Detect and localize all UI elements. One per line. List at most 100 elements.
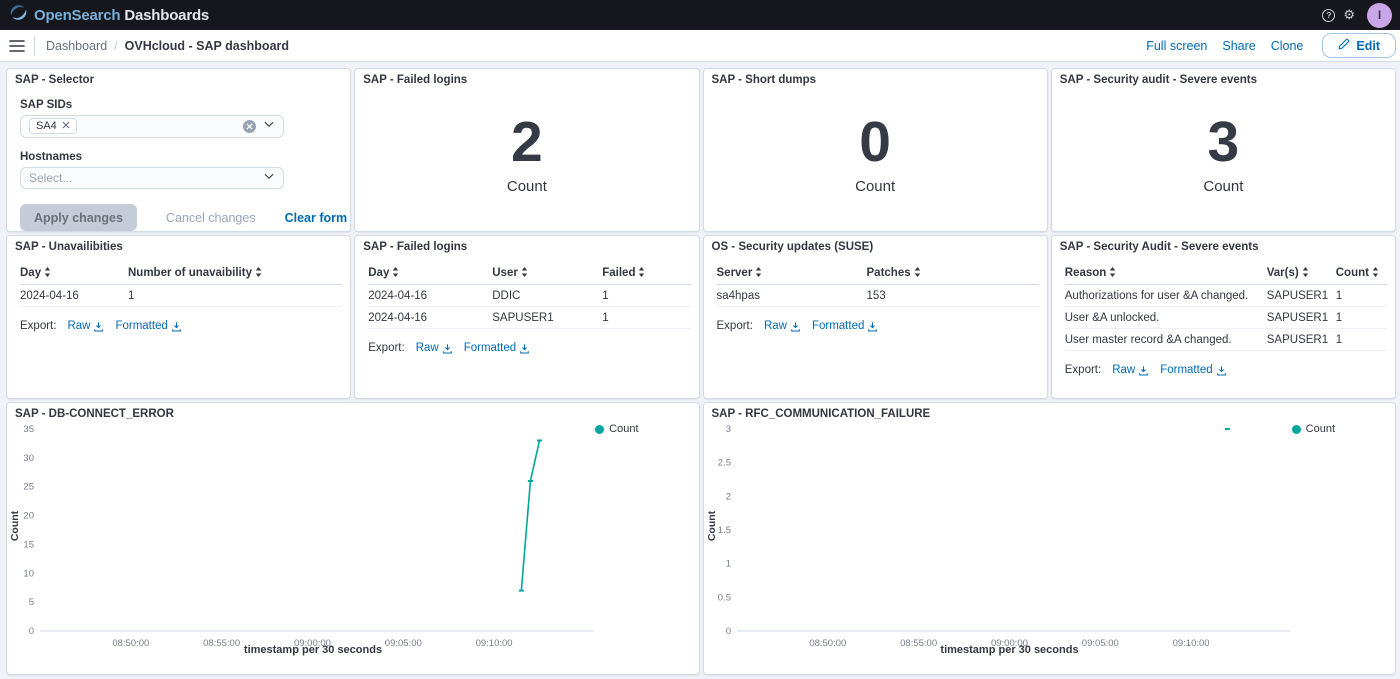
- sap-sids-combobox[interactable]: SA4: [20, 115, 284, 138]
- gear-icon[interactable]: ⚙: [1343, 7, 1355, 23]
- svg-text:0: 0: [29, 626, 34, 637]
- hostnames-placeholder: Select...: [29, 170, 73, 185]
- column-header[interactable]: User: [492, 263, 603, 285]
- table-row: 2024-04-16 SAPUSER1 1: [368, 306, 691, 329]
- metric-label: Count: [855, 178, 896, 195]
- export-formatted-link[interactable]: Formatted: [812, 320, 878, 332]
- chevron-down-icon[interactable]: [263, 169, 275, 187]
- svg-text:15: 15: [23, 539, 34, 550]
- column-header[interactable]: Day: [20, 263, 128, 285]
- table-cell: 2024-04-16: [20, 284, 128, 307]
- column-header[interactable]: Reason: [1064, 263, 1267, 285]
- sort-icon: [914, 267, 920, 277]
- tag-remove-icon[interactable]: [62, 120, 70, 132]
- edit-button[interactable]: Edit: [1322, 33, 1396, 58]
- download-icon: [1216, 365, 1226, 375]
- sid-tag[interactable]: SA4: [29, 118, 77, 135]
- metric-label: Count: [1203, 178, 1244, 195]
- column-header[interactable]: Var(s): [1266, 263, 1336, 285]
- export-raw-link[interactable]: Raw: [416, 342, 453, 354]
- column-header[interactable]: Server: [716, 263, 867, 285]
- export-formatted-link[interactable]: Formatted: [464, 342, 530, 354]
- export-formatted-link[interactable]: Formatted: [115, 320, 181, 332]
- download-icon: [1139, 365, 1148, 375]
- legend-item-count[interactable]: Count: [1291, 423, 1335, 435]
- table-cell: User master record &A changed.: [1064, 328, 1267, 351]
- column-header[interactable]: Count: [1335, 263, 1387, 285]
- export-label: Export:: [716, 320, 753, 332]
- panel-title: OS - Security updates (SUSE): [711, 241, 874, 253]
- x-axis-label: timestamp per 30 seconds: [243, 644, 383, 656]
- panel-metric-failed-logins: SAP - Failed logins 2 Count: [354, 68, 700, 232]
- clear-form-link[interactable]: Clear form: [284, 210, 348, 225]
- data-table: Day Number of unavaibility 2024-04-16 1: [20, 263, 343, 307]
- metric-value: 2: [511, 110, 543, 174]
- svg-text:08:55:00: 08:55:00: [900, 638, 937, 649]
- table-cell: SAPUSER1: [1266, 328, 1336, 351]
- app-title: OpenSearch Dashboards: [34, 8, 209, 23]
- svg-text:09:05:00: 09:05:00: [1081, 638, 1118, 649]
- x-axis-label: timestamp per 30 seconds: [940, 644, 1079, 656]
- svg-text:0.5: 0.5: [717, 592, 730, 603]
- panel-metric-short-dumps: SAP - Short dumps 0 Count: [702, 68, 1048, 232]
- column-header[interactable]: Day: [368, 263, 493, 285]
- avatar[interactable]: I: [1367, 2, 1392, 28]
- chart-plot-area[interactable]: 0 0.5 1 1.5 2 2.5 3 08:50:00 08:55:00 09:00:00 09:…: [710, 422, 1350, 658]
- svg-text:09:00:00: 09:00:00: [294, 638, 331, 649]
- cancel-changes-button[interactable]: Cancel changes: [165, 210, 256, 225]
- svg-text:09:00:00: 09:00:00: [990, 638, 1027, 649]
- clear-selection-icon[interactable]: [243, 119, 256, 133]
- download-icon: [172, 321, 181, 331]
- sort-icon: [521, 267, 527, 277]
- sap-sids-label: SAP SIDs: [20, 99, 73, 111]
- hostnames-label: Hostnames: [20, 150, 82, 163]
- table-cell: User &A unlocked.: [1064, 306, 1267, 329]
- chart-plot-area[interactable]: 0 5 10 15 20 25 30 35 08:50:00 08:55:00 09:00:00 09…: [13, 422, 653, 658]
- svg-text:1: 1: [725, 559, 730, 570]
- data-table: Reason Var(s) Count Authorizations for u…: [1064, 263, 1387, 351]
- line-chart[interactable]: Count 0 5 10 15 20 25 30 35 08:50:00 08:55:00 09:0…: [7, 420, 699, 674]
- help-icon[interactable]: ?: [1322, 8, 1336, 22]
- breadcrumb-separator: /: [114, 38, 118, 53]
- sort-icon: [1302, 267, 1308, 277]
- export-raw-link[interactable]: Raw: [67, 320, 104, 332]
- apply-changes-button[interactable]: Apply changes: [20, 204, 137, 231]
- column-header[interactable]: Failed: [602, 263, 691, 285]
- opensearch-logo[interactable]: OpenSearch Dashboards: [9, 3, 209, 27]
- export-label: Export:: [1064, 364, 1102, 376]
- export-raw-link[interactable]: Raw: [764, 320, 801, 332]
- app-header: OpenSearch Dashboards ? ⚙ I: [0, 0, 1400, 30]
- brand-name: OpenSearch: [34, 6, 121, 24]
- panel-title: SAP - Short dumps: [711, 74, 817, 86]
- export-formatted-link[interactable]: Formatted: [1160, 364, 1226, 376]
- hostnames-select[interactable]: Select...: [20, 166, 284, 189]
- download-icon: [868, 321, 878, 331]
- opensearch-logo-icon: [9, 3, 28, 27]
- legend-item-count[interactable]: Count: [595, 423, 639, 435]
- hamburger-menu-icon[interactable]: [0, 39, 34, 53]
- panel-table-security-audit: SAP - Security Audit - Severe events Rea…: [1050, 235, 1396, 399]
- line-chart[interactable]: Count 0 0.5 1 1.5 2 2.5 3 08:50:00 08:55:00 09:00…: [704, 420, 1396, 674]
- panel-title: SAP - RFC_COMMUNICATION_FAILURE: [711, 408, 931, 420]
- metric-label: Count: [506, 178, 547, 195]
- svg-text:2.5: 2.5: [717, 458, 730, 469]
- column-header[interactable]: Patches: [866, 263, 1039, 285]
- table-cell: 1: [602, 306, 691, 329]
- chevron-down-icon[interactable]: [263, 117, 275, 135]
- share-link[interactable]: Share: [1222, 38, 1256, 53]
- svg-text:08:50:00: 08:50:00: [809, 638, 846, 649]
- data-table: Day User Failed 2024-04-16 DDIC 1 2024-0…: [368, 263, 691, 329]
- metric-value: 3: [1207, 110, 1240, 174]
- legend-label: Count: [1305, 423, 1335, 435]
- clone-link[interactable]: Clone: [1270, 38, 1304, 53]
- full-screen-link[interactable]: Full screen: [1146, 38, 1208, 53]
- breadcrumb-current: OVHcloud - SAP dashboard: [124, 38, 290, 53]
- panel-metric-security-audit: SAP - Security audit - Severe events 3 C…: [1050, 68, 1396, 232]
- panel-sap-selector: SAP - Selector SAP SIDs SA4 Hostnames Se…: [6, 68, 352, 232]
- table-cell: Authorizations for user &A changed.: [1064, 284, 1267, 307]
- table-cell: 2024-04-16: [368, 284, 493, 307]
- breadcrumb-dashboard[interactable]: Dashboard: [46, 38, 108, 53]
- column-header[interactable]: Number of unavaibility: [128, 263, 343, 285]
- export-raw-link[interactable]: Raw: [1112, 364, 1149, 376]
